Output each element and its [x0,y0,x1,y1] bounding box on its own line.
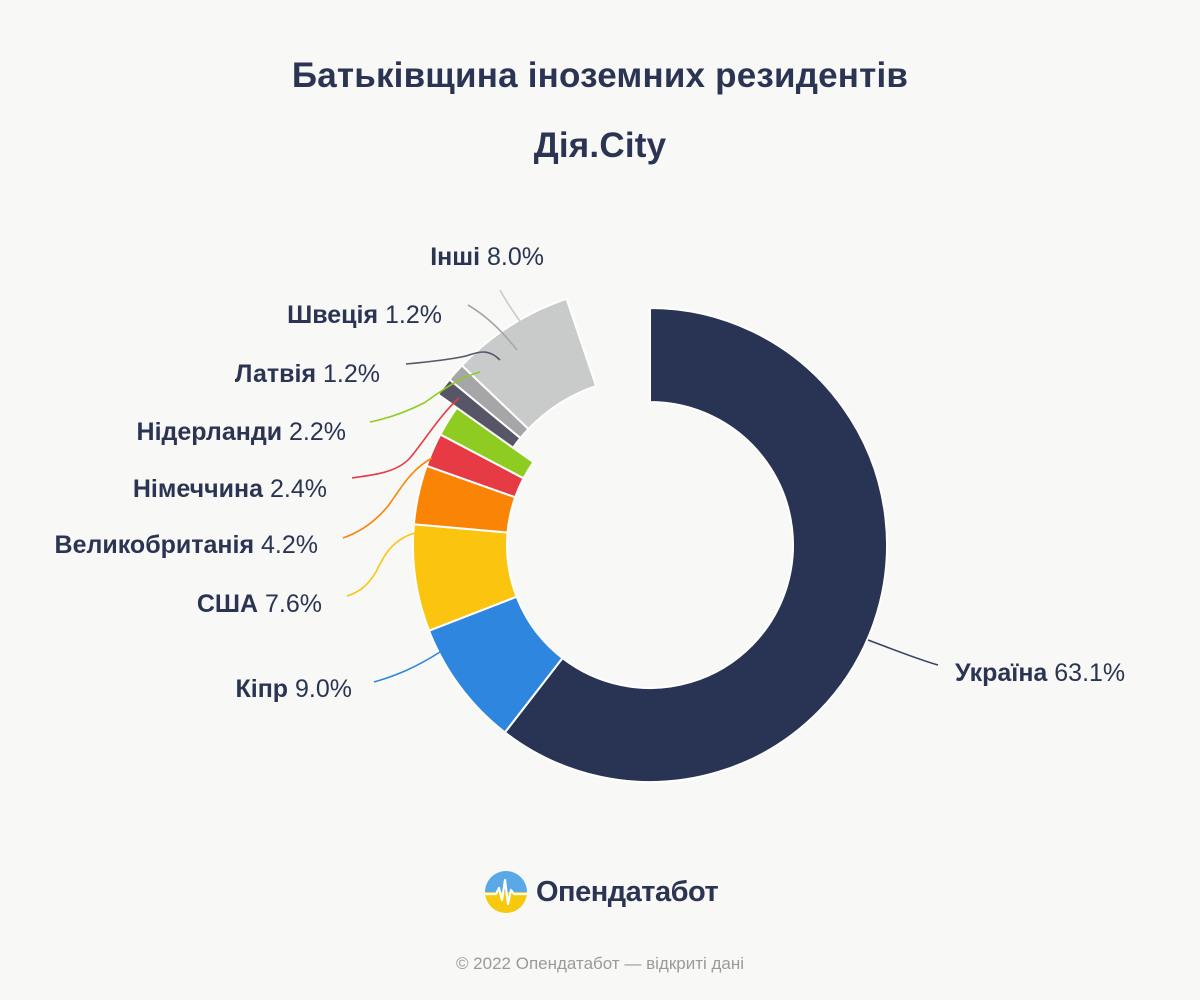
slice-0-ukraine [503,307,888,783]
slice-4-connector [351,397,460,479]
slice-8-connector [499,289,531,339]
slice-6-label-name: Латвія [235,360,316,388]
slice-4-label: Німеччина 2.4% [133,475,327,503]
slice-0-connector [867,639,939,666]
slice-8-label: Інші 8.0% [430,243,544,271]
slice-2-label-name: США [197,590,258,618]
slice-5-label: Нідерланди 2.2% [137,418,346,446]
slice-0-label-value: 63.1% [1047,659,1125,687]
slice-8-segment [460,297,598,430]
footer-copyright: © 2022 Опендатабот — відкриті дані [455,954,745,973]
slice-6-label-value: 1.2% [316,360,380,388]
brand-name: Опендатабот [536,875,719,908]
slice-8-label-value: 8.0% [480,243,544,271]
slice-0-label-name: Україна [955,659,1048,687]
opendatabot-logo-icon [485,871,527,913]
chart-title: Батьківщина іноземних резидентів [291,56,909,95]
slice-7-label-value: 1.2% [378,301,442,329]
slice-2-label-value: 7.6% [258,590,322,618]
slice-2-connector [346,532,416,597]
slice-5-segment [439,406,535,480]
slice-1-label-value: 9.0% [288,675,352,703]
slice-6-connector [405,351,501,365]
slice-1-label: Кіпр 9.0% [235,675,352,703]
slice-7-label-name: Швеція [287,301,378,329]
brand: Опендатабот [484,868,719,916]
slice-3-label-name: Великобританія [55,531,255,559]
slice-1-connector [373,651,441,683]
slice-5-connector [369,371,481,423]
slice-1-label-name: Кіпр [235,675,288,703]
slice-5-label-value: 2.2% [282,418,346,446]
slice-3-label: Великобританія 4.2% [55,531,318,559]
slice-0-label: Україна 63.1% [955,659,1125,687]
slice-2-label: США 7.6% [197,590,322,618]
slice-5-label-name: Нідерланди [137,418,283,446]
slice-6-label: Латвія 1.2% [235,360,380,388]
chart-subtitle: Дія.City [533,126,667,165]
slice-4-label-value: 2.4% [263,475,327,503]
slice-7-label: Швеція 1.2% [287,301,442,329]
slice-3-label-value: 4.2% [254,531,318,559]
slice-7-connector [467,304,518,351]
slice-8-label-name: Інші [430,243,480,271]
slice-3-connector [342,457,433,539]
slice-4-label-name: Німеччина [133,475,264,503]
